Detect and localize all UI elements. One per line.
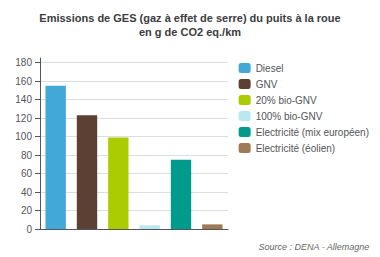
svg-text:100% bio-GNV: 100% bio-GNV	[256, 111, 323, 122]
svg-text:Source : DENA - Allemagne: Source : DENA - Allemagne	[258, 242, 369, 252]
svg-text:40: 40	[21, 187, 33, 198]
svg-text:20: 20	[21, 205, 33, 216]
svg-text:Emissions de GES (gaz à effet: Emissions de GES (gaz à effet de serre) …	[39, 12, 340, 24]
svg-text:en g de CO2 eq./km: en g de CO2 eq./km	[139, 26, 241, 38]
svg-text:140: 140	[15, 94, 32, 105]
svg-text:Diesel: Diesel	[256, 63, 284, 74]
svg-text:Electricité (éolien): Electricité (éolien)	[256, 143, 335, 154]
svg-text:120: 120	[15, 113, 32, 124]
svg-text:20% bio-GNV: 20% bio-GNV	[256, 95, 317, 106]
svg-text:160: 160	[15, 76, 32, 87]
svg-text:80: 80	[21, 150, 33, 161]
svg-text:100: 100	[15, 131, 32, 142]
svg-text:60: 60	[21, 168, 33, 179]
svg-text:Electricité (mix européen): Electricité (mix européen)	[256, 127, 369, 138]
svg-text:GNV: GNV	[256, 79, 278, 90]
svg-text:180: 180	[15, 57, 32, 68]
svg-text:0: 0	[26, 224, 32, 235]
